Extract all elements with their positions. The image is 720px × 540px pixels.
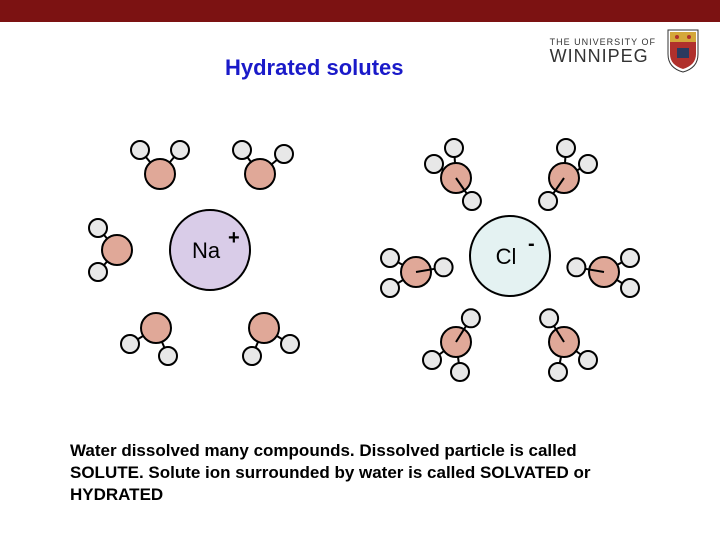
hydration-diagram: Na + Cl- (80, 120, 640, 390)
university-logo: THE UNIVERSITY OF WINNIPEG (550, 28, 702, 74)
svg-text:Na: Na (192, 238, 221, 263)
crest-icon (664, 28, 702, 74)
header-bar (0, 0, 720, 22)
svg-text:+: + (228, 227, 240, 249)
logo-big-text: WINNIPEG (550, 47, 656, 65)
svg-text:-: - (528, 233, 535, 255)
logo-text: THE UNIVERSITY OF WINNIPEG (550, 38, 656, 65)
slide-title: Hydrated solutes (225, 55, 404, 81)
svg-text:Cl: Cl (496, 244, 517, 269)
body-text: Water dissolved many compounds. Dissolve… (70, 440, 650, 506)
